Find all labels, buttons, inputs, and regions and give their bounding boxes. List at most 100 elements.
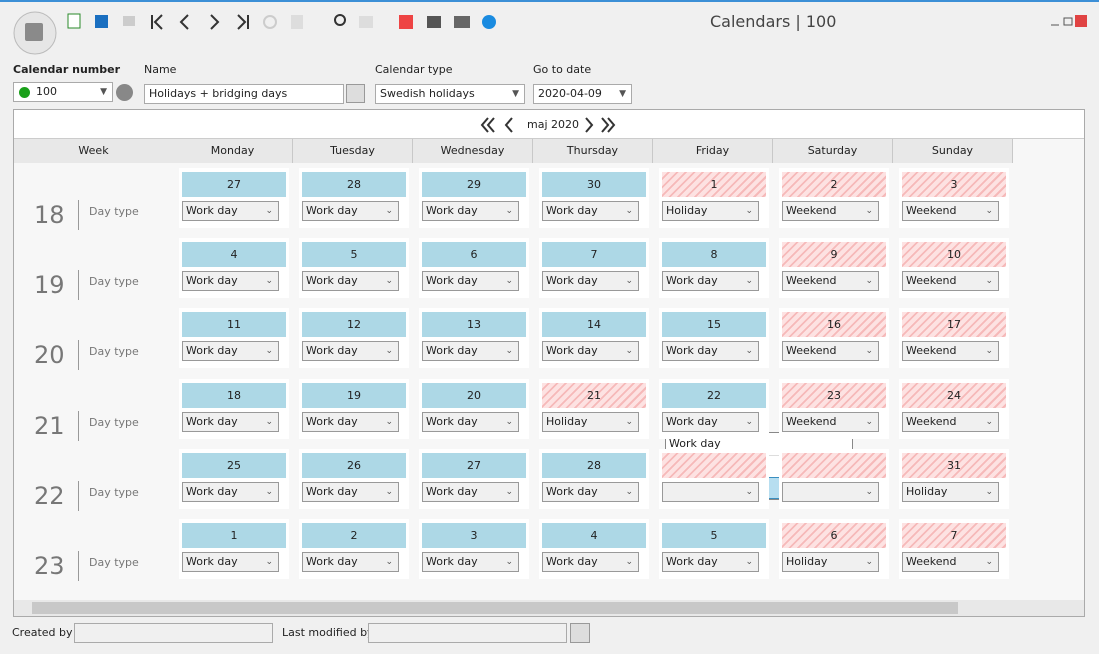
day-type-value: Weekend [906, 414, 957, 428]
field-value: 2020-04-09 [538, 87, 602, 100]
color-button[interactable] [399, 15, 413, 29]
day-type-select[interactable]: Weekend ⌄ [902, 271, 999, 292]
status-dot [19, 87, 30, 98]
previous-year[interactable] [480, 117, 495, 133]
day-type-select[interactable]: Weekend ⌄ [902, 411, 999, 432]
day-type-select[interactable]: Work day ⌄ [542, 341, 639, 362]
day-type-select[interactable]: Holiday ⌄ [542, 411, 639, 432]
day-type-select[interactable]: Weekend ⌄ [902, 341, 999, 362]
day-header: 2 [302, 523, 406, 548]
day-type-select[interactable]: Work day ⌄ [542, 271, 639, 292]
day-type-select[interactable]: Weekend ⌄ [782, 271, 879, 292]
app-icon [25, 23, 43, 41]
day-type-select[interactable]: Work day ⌄ [302, 201, 399, 221]
scroll-thumb[interactable] [32, 602, 958, 614]
day-type-select[interactable]: Work day ⌄ [422, 481, 519, 502]
previous-button[interactable] [179, 14, 189, 30]
day-type-select[interactable]: Weekend ⌄ [902, 552, 999, 572]
column-header: Friday [653, 139, 773, 163]
day-type-select[interactable]: ⌄ [662, 481, 759, 502]
day-header: 23 [782, 382, 886, 408]
day-type-select[interactable]: Work day ⌄ [302, 481, 399, 502]
day-type-select[interactable]: Work day ⌄ [422, 201, 519, 221]
day-type-select[interactable]: Work day ⌄ [182, 271, 279, 292]
day-type-select[interactable]: Work day ⌄ [182, 341, 279, 362]
calendar-number-input[interactable]: 100 ▼ [13, 82, 113, 102]
search-button[interactable] [334, 14, 346, 26]
new-button[interactable] [67, 13, 81, 29]
day-type-select[interactable]: Work day ⌄ [302, 411, 399, 432]
day-type-select[interactable]: Work day ⌄ [662, 552, 759, 572]
day-type-select[interactable]: Work day ⌄ [662, 271, 759, 292]
day-header: 15 [662, 312, 766, 338]
day-type-select[interactable]: Work day ⌄ [302, 271, 399, 292]
day-type-select[interactable]: Work day ⌄ [182, 201, 279, 221]
select-caret: ⌄ [745, 276, 753, 287]
day-header: 1 [182, 523, 286, 548]
day-type-select[interactable]: Work day ⌄ [422, 552, 519, 572]
day-type-select[interactable]: Weekend ⌄ [782, 201, 879, 221]
select-caret: ⌄ [745, 557, 753, 567]
day-type-select[interactable]: Work day ⌄ [422, 341, 519, 362]
day-type-select[interactable]: Work day ⌄ [422, 271, 519, 292]
dropdown-option[interactable]: Work day [669, 437, 721, 450]
day-type-select[interactable]: Work day ⌄ [182, 411, 279, 432]
calendar-type-input[interactable]: Swedish holidays ▼ [375, 84, 525, 104]
day-header: 6 [782, 523, 886, 548]
select-caret: ⌄ [505, 416, 513, 427]
settings-button[interactable] [427, 16, 441, 28]
select-caret: ⌄ [505, 557, 513, 567]
next-month[interactable] [585, 117, 594, 133]
day-type-select[interactable]: Weekend ⌄ [782, 341, 879, 362]
week-number: 21 [34, 411, 65, 440]
day-type-value: Work day [426, 344, 478, 358]
row-label: Day type [89, 205, 139, 218]
first-button[interactable] [151, 14, 163, 30]
day-type-select[interactable]: Work day ⌄ [302, 552, 399, 572]
day-type-select[interactable]: Holiday ⌄ [782, 552, 879, 572]
help-button[interactable] [482, 15, 496, 29]
select-caret: ⌄ [505, 276, 513, 287]
day-type-select[interactable]: ⌄ [782, 481, 879, 502]
week-divider [78, 410, 79, 441]
day-type-value: Work day [666, 555, 718, 568]
day-type-select[interactable]: Work day ⌄ [542, 481, 639, 502]
day-type-select[interactable]: Work day ⌄ [182, 481, 279, 502]
day-type-select[interactable]: Work day ⌄ [662, 341, 759, 362]
select-caret: ⌄ [865, 486, 873, 497]
day-type-select[interactable]: Work day ⌄ [542, 552, 639, 572]
day-type-select[interactable]: Weekend ⌄ [902, 201, 999, 221]
select-caret: ⌄ [865, 557, 873, 567]
last-button[interactable] [237, 14, 249, 30]
day-type-value: Work day [306, 484, 358, 498]
day-type-select[interactable]: Work day ⌄ [662, 411, 759, 432]
day-type-select[interactable]: Work day ⌄ [542, 201, 639, 221]
day-type-value: Weekend [786, 274, 837, 288]
save-button[interactable] [95, 15, 108, 28]
day-type-select[interactable]: Work day ⌄ [422, 411, 519, 432]
modified-by-input [368, 623, 567, 643]
day-header [782, 452, 886, 478]
day-type-select[interactable]: Weekend ⌄ [782, 411, 879, 432]
maximize[interactable] [1063, 17, 1073, 26]
day-type-select[interactable]: Holiday ⌄ [902, 481, 999, 502]
day-type-select[interactable]: Work day ⌄ [182, 552, 279, 572]
translate-button[interactable] [346, 84, 365, 103]
select-caret: ⌄ [745, 346, 753, 357]
next-year[interactable] [601, 117, 616, 133]
close[interactable] [1075, 15, 1087, 27]
previous-month[interactable] [504, 117, 513, 133]
name-input[interactable]: Holidays + bridging days [144, 84, 344, 104]
day-type-select[interactable]: Work day ⌄ [302, 341, 399, 362]
book-button[interactable] [454, 16, 470, 28]
day-header: 4 [542, 523, 646, 548]
day-header: 1 [662, 172, 766, 197]
day-type-select[interactable]: Holiday ⌄ [662, 201, 759, 221]
next-button[interactable] [210, 14, 220, 30]
details-button[interactable] [570, 623, 590, 643]
day-type-value: Work day [306, 344, 358, 358]
info-button[interactable] [116, 84, 133, 101]
horizontal-scrollbar[interactable] [14, 600, 1084, 616]
date-input[interactable]: 2020-04-09 ▼ [533, 84, 632, 104]
select-caret: ⌄ [625, 416, 633, 427]
